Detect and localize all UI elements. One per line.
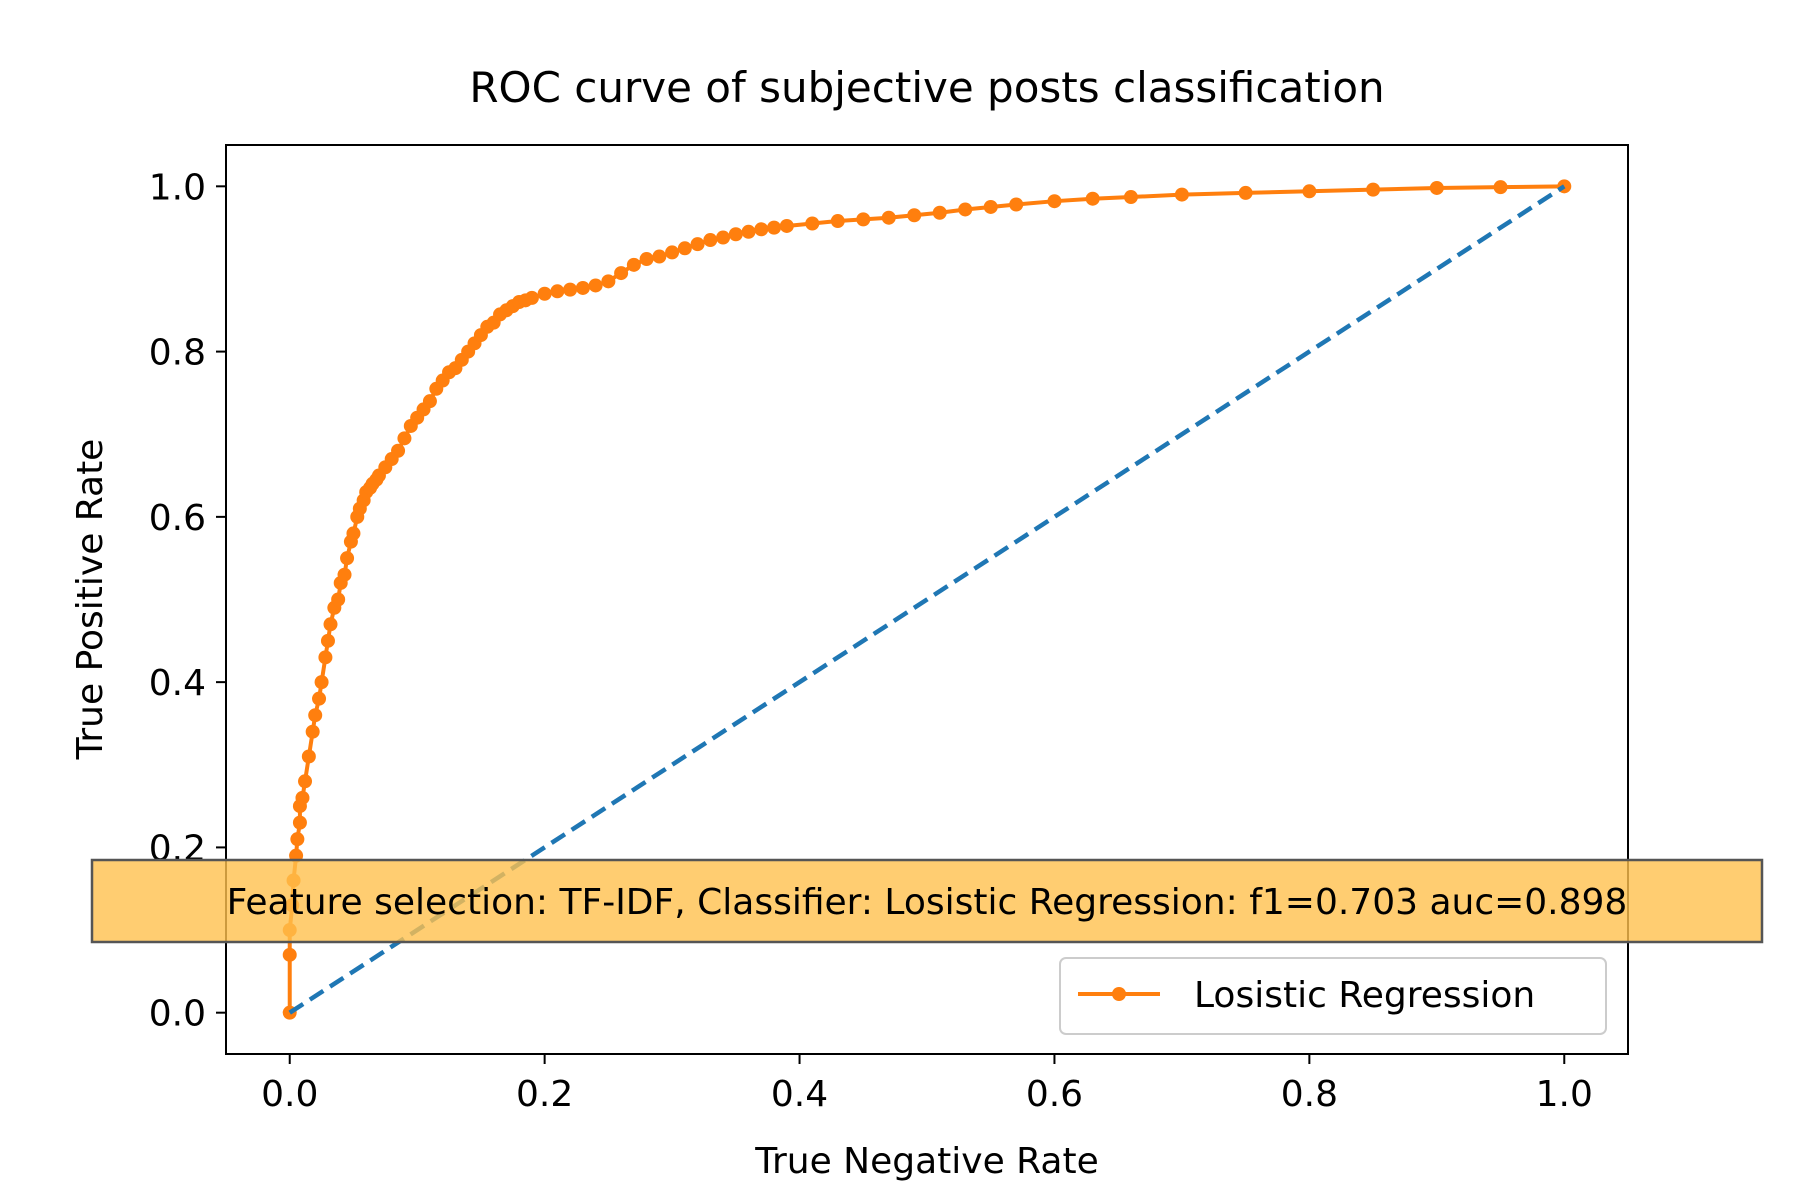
annotation: Feature selection: TF-IDF, Classifier: L…: [90, 858, 1764, 944]
data-point: [550, 284, 565, 299]
data-point: [1302, 184, 1317, 199]
data-point: [346, 526, 361, 541]
data-point: [320, 633, 335, 648]
data-point: [1429, 180, 1444, 195]
x-tick-label: 0.0: [261, 1074, 318, 1115]
data-point: [290, 832, 305, 847]
data-point: [1047, 194, 1062, 209]
data-point: [779, 218, 794, 233]
legend: Losistic Regression: [1059, 957, 1607, 1035]
data-point: [1366, 182, 1381, 197]
data-point: [340, 551, 355, 566]
data-point: [716, 230, 731, 245]
y-axis-label: True Positive Rate: [70, 439, 111, 761]
data-point: [292, 815, 307, 830]
x-tick-label: 1.0: [1536, 1074, 1593, 1115]
data-point: [805, 216, 820, 231]
data-point: [301, 749, 316, 764]
data-point: [331, 592, 346, 607]
data-point: [983, 199, 998, 214]
data-point: [881, 210, 896, 225]
data-point: [614, 266, 629, 281]
data-point: [391, 443, 406, 458]
y-tick-label: 1.0: [149, 167, 206, 208]
annotation-box: [90, 858, 1764, 944]
legend-label: Losistic Regression: [1194, 975, 1535, 1016]
data-point: [524, 290, 539, 305]
data-point: [932, 205, 947, 220]
data-point: [1174, 187, 1189, 202]
x-tick-label: 0.4: [771, 1074, 828, 1115]
data-point: [282, 947, 297, 962]
data-point: [1085, 191, 1100, 206]
y-tick-label: 0.0: [149, 994, 206, 1035]
data-point: [652, 249, 667, 264]
data-point: [1123, 190, 1138, 205]
data-point: [677, 241, 692, 256]
chart-title: ROC curve of subjective posts classifica…: [469, 63, 1384, 112]
data-point: [337, 567, 352, 582]
data-point: [305, 724, 320, 739]
plot-frame: [225, 144, 1629, 1055]
y-tick-label: 0.8: [149, 333, 206, 374]
data-point: [601, 274, 616, 289]
data-point: [588, 278, 603, 293]
data-point: [1493, 180, 1508, 195]
data-point: [314, 675, 329, 690]
data-point: [312, 691, 327, 706]
data-point: [318, 650, 333, 665]
data-point: [1238, 185, 1253, 200]
data-point: [323, 617, 338, 632]
data-point: [397, 431, 412, 446]
data-point: [767, 220, 782, 235]
data-point: [575, 280, 590, 295]
y-tick-label: 0.4: [149, 663, 206, 704]
data-point: [856, 212, 871, 227]
x-tick-label: 0.8: [1281, 1074, 1338, 1115]
data-point: [295, 790, 310, 805]
data-point: [728, 227, 743, 242]
data-point: [639, 252, 654, 267]
x-tick-label: 0.6: [1026, 1074, 1083, 1115]
x-axis-label: True Negative Rate: [754, 1141, 1098, 1182]
data-point: [308, 708, 323, 723]
data-point: [690, 237, 705, 252]
legend-marker: [1112, 987, 1126, 1001]
data-point: [537, 286, 552, 301]
data-point: [563, 282, 578, 297]
data-point: [1009, 197, 1024, 212]
data-point: [665, 245, 680, 260]
y-tick-label: 0.6: [149, 498, 206, 539]
data-point: [626, 257, 641, 272]
legend-box: [1059, 957, 1607, 1035]
data-point: [754, 222, 769, 237]
data-point: [830, 214, 845, 229]
x-tick-label: 0.2: [516, 1074, 573, 1115]
data-point: [741, 224, 756, 239]
data-point: [958, 202, 973, 217]
data-point: [422, 394, 437, 409]
annotation-text: Feature selection: TF-IDF, Classifier: L…: [227, 882, 1628, 923]
data-point: [907, 208, 922, 223]
data-point: [703, 233, 718, 248]
data-point: [298, 774, 313, 789]
